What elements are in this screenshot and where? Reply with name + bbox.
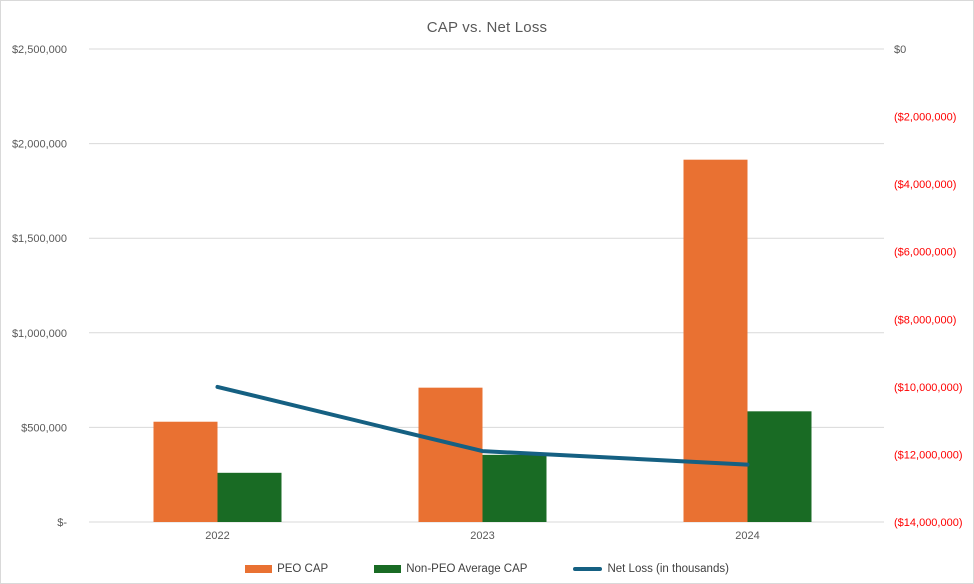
peo-cap-swatch-icon xyxy=(245,565,273,573)
left-axis-tick-label: $- xyxy=(57,517,67,529)
bar-non-peo-average-cap-2022 xyxy=(217,472,282,522)
x-axis-category-label: 2023 xyxy=(470,530,494,542)
left-axis-tick-label: $1,000,000 xyxy=(12,328,67,340)
legend-label-net-loss: Net Loss (in thousands) xyxy=(607,563,729,575)
bar-peo-cap-2024 xyxy=(683,159,748,522)
non-peo-average-cap-swatch-icon xyxy=(374,565,402,573)
x-axis-category-label: 2022 xyxy=(205,530,229,542)
right-axis-tick-label: ($8,000,000) xyxy=(894,314,956,326)
left-axis-tick-label: $2,000,000 xyxy=(12,139,67,151)
legend-label-peo-cap: PEO CAP xyxy=(277,563,329,575)
bar-peo-cap-2023 xyxy=(418,387,483,522)
right-axis-tick-label: ($12,000,000) xyxy=(894,449,963,461)
right-axis-tick-label: ($4,000,000) xyxy=(894,179,956,191)
legend-item-peo-cap: PEO CAP xyxy=(245,563,328,575)
legend-label-non-peo-average-cap: Non-PEO Average CAP xyxy=(406,563,528,575)
line-net-loss-in-thousands- xyxy=(215,384,750,467)
chart-title: CAP vs. Net Loss xyxy=(426,19,548,36)
right-axis-tick-label: $0 xyxy=(894,44,906,56)
legend-item-non-peo-average-cap: Non-PEO Average CAP xyxy=(374,563,527,575)
right-axis-tick-label: ($14,000,000) xyxy=(894,517,963,529)
left-axis-tick-label: $1,500,000 xyxy=(12,233,67,245)
bar-peo-cap-2022 xyxy=(153,421,218,522)
chart-legend: PEO CAP Non-PEO Average CAP Net Loss (in… xyxy=(1,563,973,575)
right-axis-tick-label: ($10,000,000) xyxy=(894,382,963,394)
net-loss-line-swatch-icon xyxy=(573,567,603,571)
x-axis-category-label: 2024 xyxy=(735,530,759,542)
left-axis-tick-label: $500,000 xyxy=(21,422,67,434)
left-axis-tick-label: $2,500,000 xyxy=(12,44,67,56)
legend-item-net-loss: Net Loss (in thousands) xyxy=(573,563,729,575)
right-axis-tick-label: ($2,000,000) xyxy=(894,112,956,124)
bar-non-peo-average-cap-2024 xyxy=(747,411,812,522)
bar-non-peo-average-cap-2023 xyxy=(482,454,547,522)
right-axis-tick-label: ($6,000,000) xyxy=(894,247,956,259)
